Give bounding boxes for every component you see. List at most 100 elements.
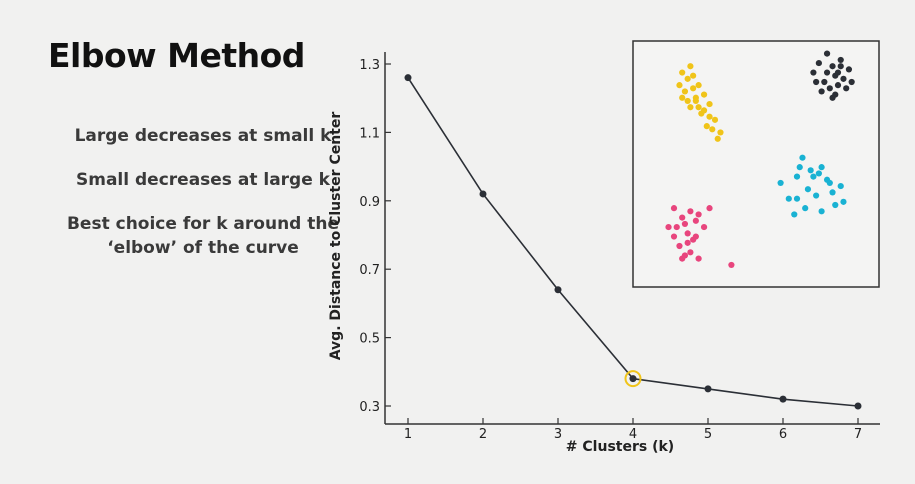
x-axis-label: # Clusters (k) xyxy=(566,439,674,455)
elbow-highlight-ring xyxy=(624,370,642,388)
cluster-point xyxy=(802,205,809,212)
x-tick-label: 6 xyxy=(779,427,787,442)
x-tick-label: 4 xyxy=(629,427,637,442)
cluster-point xyxy=(804,186,812,193)
y-axis-label: Avg. Distance to Cluster Center xyxy=(328,112,344,361)
cluster-point xyxy=(700,223,708,231)
cluster-point xyxy=(796,164,803,171)
cluster-point xyxy=(793,173,801,180)
cluster-point xyxy=(679,69,686,76)
y-tick-label: 1.1 xyxy=(359,126,380,141)
cluster-point xyxy=(728,261,735,269)
cluster-point xyxy=(785,195,792,202)
data-point xyxy=(854,402,862,410)
bullet-3: Best choice for k around the ‘elbow’ of … xyxy=(66,214,340,258)
cluster-point xyxy=(676,242,683,250)
cluster-point xyxy=(690,72,697,79)
cluster-point xyxy=(692,217,699,224)
cluster-point xyxy=(834,69,842,76)
y-tick-label: 0.9 xyxy=(359,195,380,210)
x-tick-label: 5 xyxy=(704,427,712,442)
cluster-point xyxy=(684,239,691,246)
cluster-point xyxy=(684,97,691,105)
cluster-point xyxy=(818,88,825,95)
x-tick-label: 2 xyxy=(479,427,487,442)
cluster-point xyxy=(843,85,850,92)
x-tick-label: 3 xyxy=(554,427,562,442)
cluster-point xyxy=(818,164,825,171)
cluster-point xyxy=(687,208,694,215)
bullet-2: Small decreases at large k xyxy=(76,170,330,190)
cluster-point xyxy=(848,78,855,86)
cluster-point xyxy=(821,78,828,86)
cluster-point xyxy=(823,69,831,76)
data-point xyxy=(554,286,562,294)
cluster-point xyxy=(692,97,699,105)
cluster-point xyxy=(815,59,822,67)
cluster-point xyxy=(695,255,702,262)
cluster-point xyxy=(695,82,702,89)
y-tick-label: 0.3 xyxy=(359,400,380,415)
data-point xyxy=(779,395,787,403)
cluster-scatter-inset xyxy=(632,40,880,288)
cluster-point xyxy=(700,91,708,98)
cluster-point xyxy=(706,100,713,108)
y-tick-label: 1.3 xyxy=(359,58,380,73)
cluster-point xyxy=(706,205,713,212)
cluster-point xyxy=(813,78,820,86)
y-tick-label: 0.7 xyxy=(359,263,380,278)
cluster-point xyxy=(687,63,694,70)
cluster-point xyxy=(823,50,831,57)
cluster-point xyxy=(829,63,836,70)
cluster-point xyxy=(681,88,689,95)
data-point xyxy=(704,385,712,393)
cluster-point xyxy=(818,208,825,215)
data-point xyxy=(404,74,412,82)
bullet-1: Large decreases at small k xyxy=(74,126,332,146)
cluster-point xyxy=(791,211,798,218)
cluster-point xyxy=(679,255,686,262)
cluster-point xyxy=(670,205,678,212)
inset-frame xyxy=(632,40,880,288)
cluster-point xyxy=(799,154,806,161)
cluster-point xyxy=(826,85,833,92)
data-point xyxy=(479,190,487,198)
cluster-point xyxy=(670,233,678,240)
cluster-point xyxy=(813,192,820,199)
x-tick-label: 1 xyxy=(404,427,412,442)
cluster-point xyxy=(706,113,713,120)
cluster-point xyxy=(679,214,686,221)
cluster-point xyxy=(840,75,847,82)
cluster-point xyxy=(692,233,699,240)
cluster-point xyxy=(845,66,853,73)
slide-title: Elbow Method xyxy=(48,36,305,75)
data-point xyxy=(629,375,637,383)
cluster-point xyxy=(690,85,697,92)
cluster-point xyxy=(673,223,680,231)
cluster-point xyxy=(687,104,694,111)
bullet-list: Large decreases at small k Small decreas… xyxy=(58,124,348,280)
cluster-point xyxy=(700,107,708,114)
cluster-point xyxy=(681,220,689,228)
cluster-point xyxy=(695,104,702,111)
cluster-point xyxy=(832,91,839,98)
cluster-point xyxy=(837,182,844,190)
cluster-point xyxy=(679,94,686,101)
y-tick-label: 0.5 xyxy=(359,332,380,347)
cluster-point xyxy=(676,82,683,89)
cluster-point xyxy=(684,75,691,82)
cluster-point xyxy=(714,135,721,142)
cluster-point xyxy=(684,230,691,237)
cluster-point xyxy=(687,249,694,256)
cluster-point xyxy=(711,116,719,123)
cluster-point xyxy=(810,69,817,76)
cluster-point xyxy=(840,198,847,205)
x-tick-label: 7 xyxy=(854,427,862,442)
cluster-point xyxy=(829,189,836,196)
cluster-point xyxy=(777,179,784,187)
cluster-point xyxy=(709,126,716,133)
chart-ticks: 0.3 0.5 0.7 0.9 1.1 1.3 1 2 3 4 5 6 7 xyxy=(359,58,862,442)
cluster-point xyxy=(665,223,672,231)
cluster-point xyxy=(834,82,842,89)
cluster-point xyxy=(807,167,814,174)
